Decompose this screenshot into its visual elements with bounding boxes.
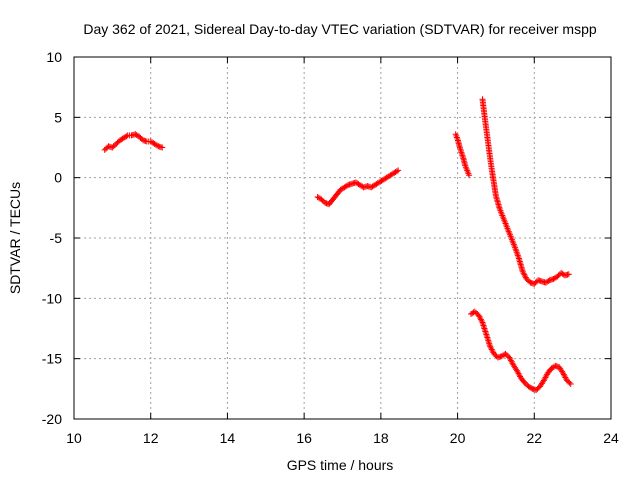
data-marks [101,96,574,394]
y-tick-label: 5 [54,109,62,125]
x-tick-label: 18 [373,430,389,446]
data-point [528,385,535,392]
data-point [393,168,400,175]
data-point [343,182,350,189]
series-arc-1 [101,131,166,153]
y-tick-label: -15 [42,351,62,367]
x-tick-label: 10 [66,430,82,446]
x-tick-label: 20 [450,430,466,446]
x-axis-label: GPS time / hours [287,457,394,473]
data-point [123,133,130,140]
data-point [478,318,485,325]
series-arc-3 [452,131,473,179]
y-axis-label: SDTVAR / TECUs [7,182,23,294]
data-point [565,271,572,278]
data-point [545,278,552,285]
series-arc-5 [467,308,574,394]
y-tick-label: 10 [46,49,62,65]
ticks: 10 12 14 16 18 20 22 24 -20 -15 -10 -5 0 5 10 [42,49,619,446]
grid [74,57,611,419]
x-tick-label: 14 [220,430,236,446]
data-point [466,172,473,179]
series-arc-2 [314,167,402,208]
chart-title: Day 362 of 2021, Sidereal Day-to-day VTE… [83,21,596,37]
x-tick-label: 16 [296,430,312,446]
data-point [566,379,573,386]
x-tick-label: 24 [603,430,619,446]
y-tick-label: -5 [50,230,63,246]
y-tick-label: -20 [42,411,62,427]
y-tick-label: 0 [54,170,62,186]
data-point [567,381,574,388]
x-tick-label: 12 [143,430,159,446]
data-point [154,142,161,149]
data-point [395,167,402,174]
x-tick-label: 22 [526,430,542,446]
series-arc-4 [479,96,572,287]
data-point [159,144,166,151]
y-tick-label: -10 [42,290,62,306]
